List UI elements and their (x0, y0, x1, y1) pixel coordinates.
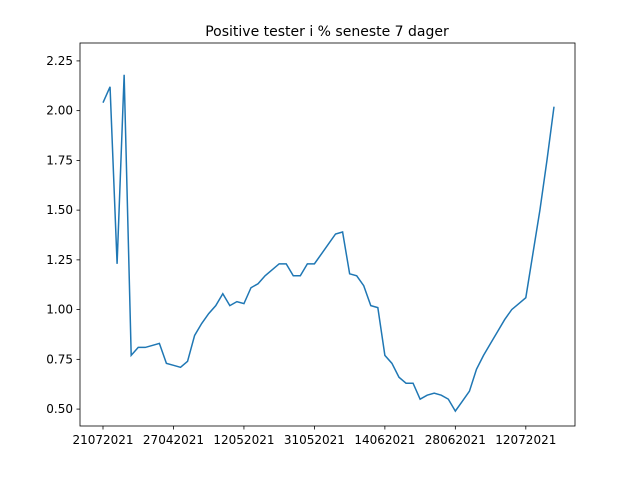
y-tick-label: 0.50 (46, 402, 73, 416)
x-tick-label: 21072021 (72, 433, 133, 447)
y-tick-label: 1.50 (46, 203, 73, 217)
y-tick-label: 0.75 (46, 352, 73, 366)
x-tick-label: 27042021 (143, 433, 204, 447)
x-tick-label: 28062021 (425, 433, 486, 447)
y-tick-label: 2.00 (46, 104, 73, 118)
y-tick-label: 2.25 (46, 54, 73, 68)
x-tick-label: 12052021 (213, 433, 274, 447)
chart-title: Positive tester i % seneste 7 dager (205, 24, 449, 40)
y-tick-label: 1.00 (46, 303, 73, 317)
x-tick-label: 31052021 (284, 433, 345, 447)
plot-frame (79, 42, 576, 427)
x-tick-label: 14062021 (354, 433, 415, 447)
line-series (102, 74, 555, 413)
y-tick-label: 1.25 (46, 253, 73, 267)
x-tick-label: 12072021 (495, 433, 556, 447)
y-tick-label: 1.75 (46, 153, 73, 167)
